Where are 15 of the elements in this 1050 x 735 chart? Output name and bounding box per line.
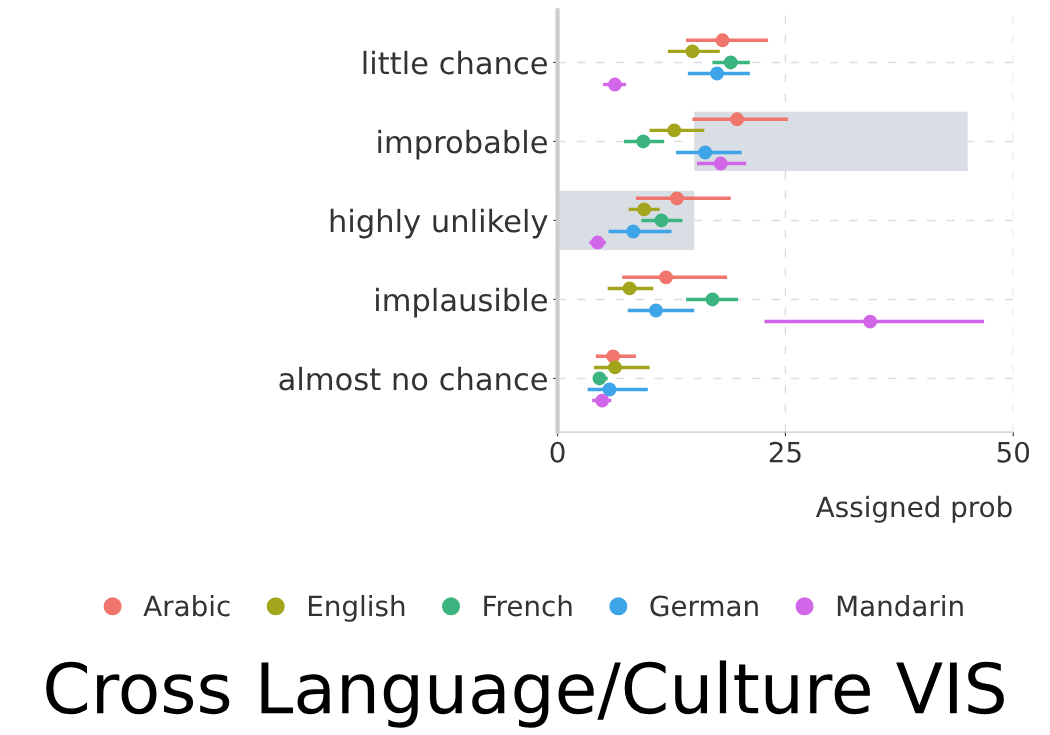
x-axis-title: Assigned prob <box>815 495 1012 523</box>
x-tick-label: 50 <box>997 441 1030 463</box>
y-tick-label: improbable <box>378 129 547 160</box>
y-tick-label: little chance <box>363 50 547 75</box>
y-tick-label: implausible <box>376 287 547 318</box>
y-tick-label: highly unlikely <box>330 208 548 239</box>
legend-label: English <box>309 594 405 622</box>
legend-label: French <box>484 594 572 617</box>
x-tick-label: 25 <box>769 441 801 463</box>
legend-label: Mandarin <box>837 594 963 617</box>
legend-label: German <box>650 595 758 617</box>
legend-label: Arabic <box>143 594 230 617</box>
x-tick-label: 0 <box>550 441 565 463</box>
y-tick-label: almost no chance <box>279 366 547 391</box>
text: Cross Language/Culture VIS <box>46 660 1004 728</box>
